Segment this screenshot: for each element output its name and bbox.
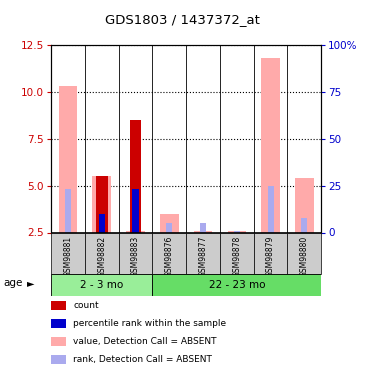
- Bar: [288, 232, 321, 274]
- Text: rank, Detection Call = ABSENT: rank, Detection Call = ABSENT: [73, 355, 212, 364]
- Bar: [99, 214, 105, 232]
- Text: 2 - 3 mo: 2 - 3 mo: [80, 280, 123, 290]
- Text: 22 - 23 mo: 22 - 23 mo: [208, 280, 265, 290]
- Text: percentile rank within the sample: percentile rank within the sample: [73, 319, 226, 328]
- Text: GSM98877: GSM98877: [199, 236, 208, 277]
- Bar: [153, 274, 321, 296]
- Text: GSM98881: GSM98881: [64, 236, 73, 277]
- Text: GSM98878: GSM98878: [232, 236, 241, 277]
- Bar: [234, 231, 240, 232]
- Bar: [194, 231, 212, 232]
- Text: GSM98879: GSM98879: [266, 236, 275, 277]
- Text: GSM98882: GSM98882: [97, 236, 106, 277]
- Bar: [132, 189, 139, 232]
- Bar: [227, 231, 246, 232]
- Bar: [99, 214, 105, 232]
- Bar: [268, 186, 274, 232]
- Bar: [126, 231, 145, 232]
- Bar: [96, 176, 108, 232]
- Bar: [220, 232, 254, 274]
- Bar: [200, 223, 206, 232]
- Text: GSM98880: GSM98880: [300, 236, 309, 277]
- Bar: [130, 120, 141, 232]
- Bar: [301, 217, 307, 232]
- Bar: [59, 86, 77, 232]
- Bar: [261, 58, 280, 232]
- Bar: [295, 178, 314, 232]
- Bar: [153, 232, 186, 274]
- Text: value, Detection Call = ABSENT: value, Detection Call = ABSENT: [73, 337, 216, 346]
- Bar: [65, 189, 71, 232]
- Text: age: age: [4, 278, 23, 288]
- Bar: [186, 232, 220, 274]
- Bar: [132, 189, 139, 232]
- Bar: [92, 176, 111, 232]
- Bar: [119, 232, 153, 274]
- Text: GDS1803 / 1437372_at: GDS1803 / 1437372_at: [105, 13, 260, 26]
- Bar: [166, 223, 172, 232]
- Text: ►: ►: [27, 278, 35, 288]
- Text: count: count: [73, 301, 99, 310]
- Bar: [160, 214, 178, 232]
- Text: GSM98876: GSM98876: [165, 236, 174, 277]
- Bar: [254, 232, 287, 274]
- Bar: [85, 232, 119, 274]
- Text: GSM98883: GSM98883: [131, 236, 140, 277]
- Bar: [51, 232, 85, 274]
- Bar: [51, 274, 153, 296]
